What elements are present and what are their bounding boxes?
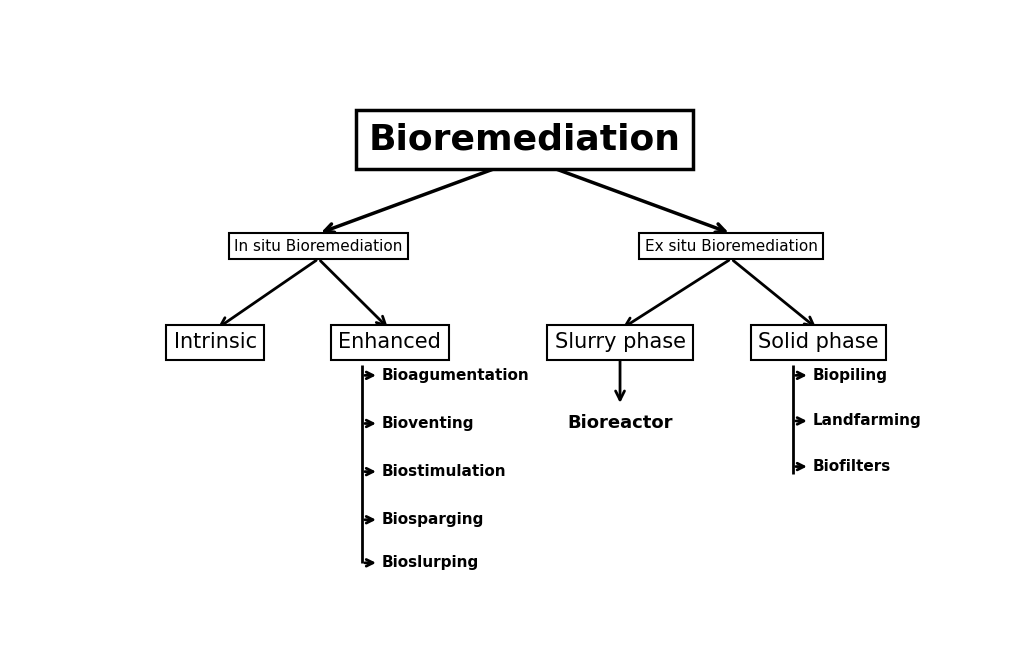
Text: Bioagumentation: Bioagumentation bbox=[382, 368, 529, 383]
Text: Biopiling: Biopiling bbox=[813, 368, 888, 383]
Text: Bioremediation: Bioremediation bbox=[369, 123, 681, 157]
Text: Biostimulation: Biostimulation bbox=[382, 464, 507, 479]
Text: Slurry phase: Slurry phase bbox=[555, 332, 685, 353]
Text: Biofilters: Biofilters bbox=[813, 459, 891, 474]
Text: Biosparging: Biosparging bbox=[382, 513, 484, 527]
Text: Landfarming: Landfarming bbox=[813, 413, 922, 428]
Text: Enhanced: Enhanced bbox=[339, 332, 441, 353]
Text: Bioreactor: Bioreactor bbox=[567, 415, 673, 432]
Text: Ex situ Bioremediation: Ex situ Bioremediation bbox=[645, 239, 817, 253]
Text: Bioslurping: Bioslurping bbox=[382, 555, 479, 570]
Text: Intrinsic: Intrinsic bbox=[174, 332, 257, 353]
Text: Solid phase: Solid phase bbox=[758, 332, 879, 353]
Text: In situ Bioremediation: In situ Bioremediation bbox=[234, 239, 402, 253]
Text: Bioventing: Bioventing bbox=[382, 416, 474, 431]
